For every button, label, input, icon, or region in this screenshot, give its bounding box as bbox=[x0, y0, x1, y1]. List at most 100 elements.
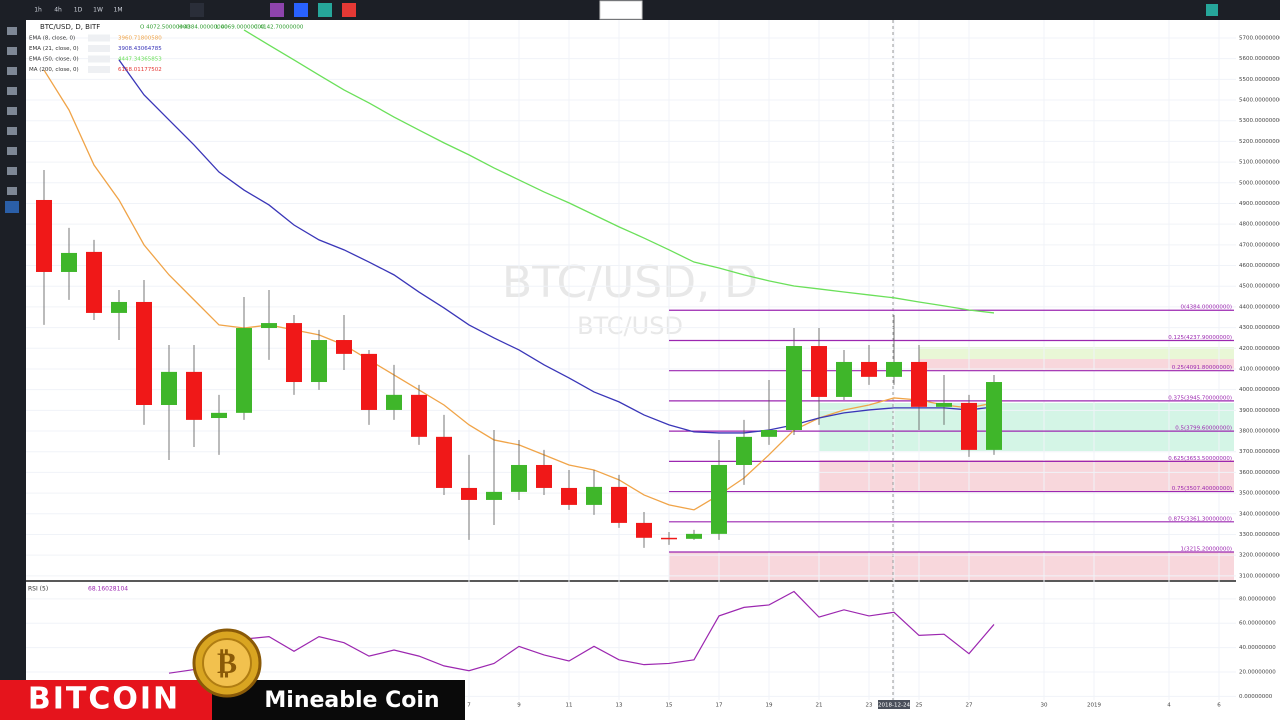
zone bbox=[669, 552, 1234, 580]
rsi-value: 68.16028104 bbox=[88, 586, 128, 593]
legend-settings[interactable] bbox=[88, 55, 110, 63]
toolbar-button[interactable] bbox=[270, 3, 284, 17]
y-tick-label: 3400.00000000 bbox=[1239, 511, 1280, 517]
moving-average bbox=[243, 29, 995, 314]
left-toolbar bbox=[0, 0, 26, 720]
tool-icon[interactable] bbox=[7, 187, 17, 195]
y-tick-label: 5300.00000000 bbox=[1239, 118, 1280, 124]
tool-icon[interactable] bbox=[7, 67, 17, 75]
zones bbox=[669, 347, 1234, 580]
candle-body bbox=[861, 361, 877, 377]
settings-button[interactable] bbox=[190, 3, 204, 17]
y-tick-label: 4400.00000000 bbox=[1239, 304, 1280, 310]
candle-body bbox=[586, 486, 602, 505]
zone bbox=[819, 403, 1234, 451]
x-tick-label: 7 bbox=[467, 703, 471, 709]
watermark: BTC/USD, D bbox=[502, 257, 758, 308]
interval-button[interactable]: 4h bbox=[54, 7, 62, 14]
x-tick-label: 23 bbox=[866, 703, 873, 709]
zone bbox=[819, 460, 1234, 492]
x-tick-label: 25 bbox=[916, 703, 923, 709]
x-tick-label: 17 bbox=[716, 703, 723, 709]
candle-body bbox=[111, 301, 127, 313]
x-tick-label: 21 bbox=[816, 703, 823, 709]
y-tick-label: 5000.00000000 bbox=[1239, 180, 1280, 186]
tool-icon[interactable] bbox=[7, 167, 17, 175]
rsi-line bbox=[168, 590, 995, 674]
candle-body bbox=[636, 522, 652, 538]
y-tick-label: 4300.00000000 bbox=[1239, 325, 1280, 331]
interval-button[interactable]: 1D bbox=[74, 7, 83, 14]
candle-body bbox=[361, 353, 377, 410]
zone bbox=[919, 359, 1234, 371]
y-tick-label: 4900.00000000 bbox=[1239, 201, 1280, 207]
candle-body bbox=[436, 436, 452, 488]
candle-body bbox=[211, 412, 227, 419]
candle-body bbox=[86, 251, 102, 313]
tool-icon[interactable] bbox=[7, 127, 17, 135]
chart-title: BTC/USD, D, BITF bbox=[40, 23, 100, 31]
tool-icon-active[interactable] bbox=[5, 201, 19, 213]
x-tick-label: 19 bbox=[766, 703, 773, 709]
tool-icon[interactable] bbox=[7, 147, 17, 155]
legend-name: EMA (50, close, 0) bbox=[29, 57, 79, 63]
y-tick-label: 5200.00000000 bbox=[1239, 139, 1280, 145]
interval-button[interactable]: 1M bbox=[114, 7, 123, 14]
candle-body bbox=[961, 402, 977, 450]
coin-inner bbox=[202, 638, 252, 688]
tool-icon[interactable] bbox=[7, 47, 17, 55]
rsi-title: RSI (5) bbox=[28, 586, 48, 593]
tool-icon[interactable] bbox=[7, 87, 17, 95]
legend-name: EMA (21, close, 0) bbox=[29, 46, 79, 52]
candle-body bbox=[461, 487, 477, 500]
legend-value: 3908.43064785 bbox=[118, 46, 162, 52]
layout-toggle[interactable] bbox=[599, 0, 643, 20]
zone bbox=[919, 347, 1234, 359]
ohlc-value: H 4384.00000000 bbox=[178, 25, 228, 31]
candle-body bbox=[236, 328, 252, 413]
x-tick-label: 9 bbox=[517, 703, 521, 709]
candle-body bbox=[911, 361, 927, 407]
rsi-lines bbox=[168, 590, 995, 674]
candle-body bbox=[886, 361, 902, 377]
fib-label: 0.25(4091.80000000) bbox=[1172, 365, 1232, 371]
y-tick-label: 3600.00000000 bbox=[1239, 470, 1280, 476]
interval-button[interactable]: 1h bbox=[34, 7, 42, 14]
ohlc-value: L 4069.00000000 bbox=[216, 25, 265, 31]
candle-body bbox=[561, 487, 577, 505]
candle-body bbox=[786, 346, 802, 431]
y-tick-label: 4500.00000000 bbox=[1239, 284, 1280, 290]
candle-body bbox=[286, 323, 302, 383]
legend-settings[interactable] bbox=[88, 66, 110, 73]
ohlc-value: C 4142.70000000 bbox=[254, 25, 304, 31]
legend-name: EMA (8, close, 0) bbox=[29, 36, 75, 42]
snapshot-button[interactable] bbox=[1206, 4, 1218, 16]
rsi-tick-label: 80.00000000 bbox=[1239, 596, 1276, 602]
tool-icon[interactable] bbox=[7, 107, 17, 115]
y-tick-label: 3500.00000000 bbox=[1239, 491, 1280, 497]
left-tools bbox=[5, 27, 19, 213]
coin-symbol: ₿ bbox=[217, 646, 237, 681]
legend-value: 6158.01177502 bbox=[118, 67, 162, 73]
x-tick-label: 30 bbox=[1041, 703, 1048, 709]
candle-body bbox=[386, 394, 402, 410]
y-tick-label: 3800.00000000 bbox=[1239, 429, 1280, 435]
fib-label: 0.125(4237.90000000) bbox=[1168, 335, 1232, 341]
candle-body bbox=[61, 252, 77, 272]
candle-body bbox=[261, 323, 277, 329]
candle-body bbox=[311, 340, 327, 383]
toolbar-button[interactable] bbox=[294, 3, 308, 17]
moving-average bbox=[118, 59, 995, 434]
banner-black bbox=[212, 680, 465, 720]
rsi-tick-label: 20.00000000 bbox=[1239, 669, 1276, 675]
legend-settings[interactable] bbox=[88, 45, 110, 52]
interval-button[interactable]: 1W bbox=[93, 7, 103, 14]
toolbar-button[interactable] bbox=[318, 3, 332, 17]
y-tick-label: 4000.00000000 bbox=[1239, 387, 1280, 393]
candle-body bbox=[136, 301, 152, 405]
legend-settings[interactable] bbox=[88, 34, 110, 42]
candle-body bbox=[511, 464, 527, 492]
tool-icon[interactable] bbox=[7, 27, 17, 35]
toolbar-button[interactable] bbox=[342, 3, 356, 17]
y-tick-label: 5500.00000000 bbox=[1239, 77, 1280, 83]
